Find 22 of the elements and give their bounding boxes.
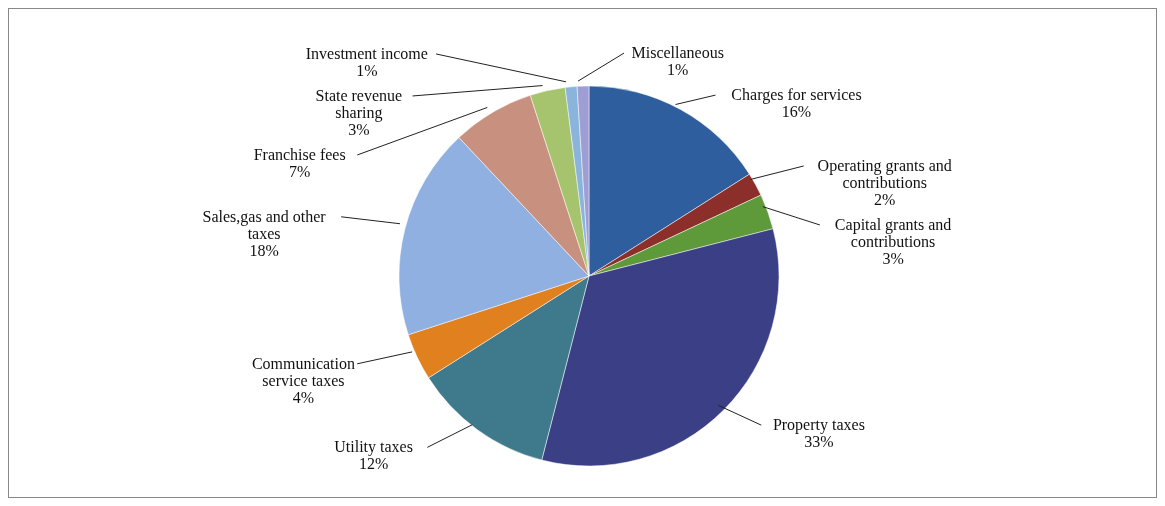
data-label: 7% xyxy=(289,162,311,180)
data-label: 16% xyxy=(781,103,812,121)
data-label: 4% xyxy=(292,388,315,406)
data-label: 18% xyxy=(249,241,279,259)
slice-label: Operating grants and contributions xyxy=(817,156,952,191)
data-label: 2% xyxy=(874,190,896,208)
data-label: 3% xyxy=(882,249,904,267)
data-label: 1% xyxy=(667,61,689,79)
slice-label: Miscellaneous xyxy=(631,44,724,62)
data-label: 12% xyxy=(358,455,389,473)
slice-label: Sales,gas and other taxes xyxy=(202,207,327,242)
slice-label: Investment income xyxy=(305,44,428,62)
data-label: 3% xyxy=(348,120,370,138)
data-label: 1% xyxy=(356,61,378,79)
slice-label: Communication service taxes xyxy=(251,354,356,389)
slice-label: Franchise fees xyxy=(253,145,346,163)
slice-label: Utility taxes xyxy=(334,438,413,457)
slice-label: Property taxes xyxy=(772,416,865,435)
slice-label: State revenue sharing xyxy=(315,86,403,122)
slice-label: Charges for services xyxy=(731,86,862,105)
slice-label: Capital grants and contributions xyxy=(834,215,952,250)
data-label: 33% xyxy=(804,433,834,451)
